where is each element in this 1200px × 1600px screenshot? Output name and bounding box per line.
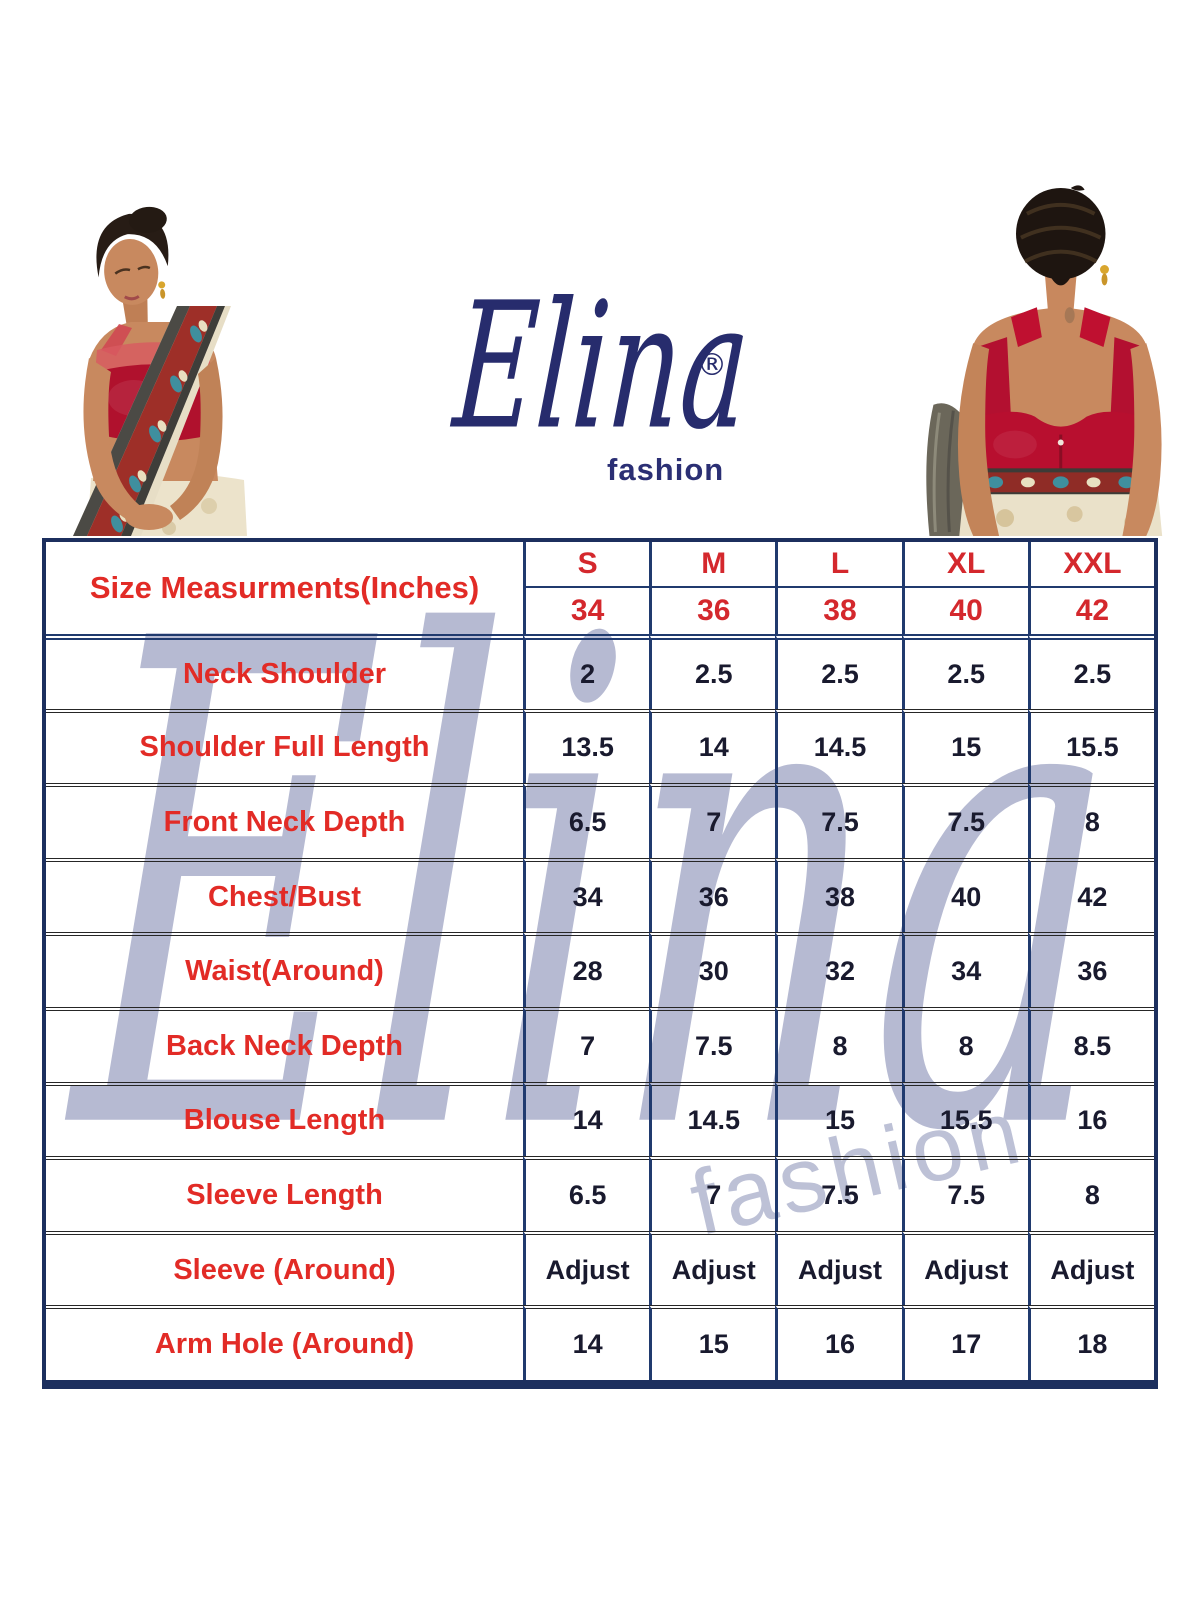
row-label: Blouse Length (46, 1081, 523, 1157)
size-value-cell: 7 (649, 783, 776, 858)
row-label: Sleeve (Around) (46, 1230, 523, 1306)
row-label: Neck Shoulder (46, 634, 523, 709)
size-value-cell: 2 (523, 634, 650, 709)
size-value-cell: 15 (901, 708, 1028, 784)
model-head-front (96, 206, 169, 327)
registered-trademark-icon: ® (697, 348, 727, 383)
model-arms-back (957, 343, 1162, 536)
size-value-cell: 2.5 (775, 634, 902, 709)
size-value-cell: 16 (775, 1305, 902, 1380)
size-value-cell: 16 (1027, 1081, 1154, 1157)
size-col-header: L (775, 542, 902, 588)
size-number-header: 38 (775, 588, 901, 634)
size-value-cell: 42 (1027, 857, 1154, 933)
size-col-header: XXL (1027, 542, 1154, 588)
size-value-cell: 40 (901, 857, 1028, 933)
size-value-cell: 36 (649, 857, 776, 933)
size-value-cell: 7.5 (901, 1156, 1028, 1231)
brand-logo-subtext: fashion (607, 452, 725, 487)
size-value-cell: 13.5 (523, 708, 650, 784)
size-value-cell: 6.5 (523, 783, 650, 858)
row-label: Back Neck Depth (46, 1006, 523, 1082)
size-value-cell: 8 (901, 1006, 1028, 1082)
row-label: Sleeve Length (46, 1156, 523, 1231)
size-col-header: M (649, 542, 776, 588)
size-value-cell: 7 (523, 1006, 650, 1082)
size-value-cell: 14 (523, 1305, 650, 1380)
size-col-header: XL (901, 542, 1028, 588)
model-hair-back (1015, 185, 1109, 286)
size-value-cell: 8.5 (1027, 1006, 1154, 1082)
size-number-header: 34 (523, 588, 649, 634)
size-value-cell: 30 (649, 932, 776, 1007)
size-value-cell: 14 (523, 1081, 650, 1157)
size-value-cell: 2.5 (1027, 634, 1154, 709)
row-label: Chest/Bust (46, 857, 523, 933)
size-value-cell: 2.5 (649, 634, 776, 709)
row-label: Arm Hole (Around) (46, 1305, 523, 1380)
size-value-cell: 8 (1027, 783, 1154, 858)
size-value-cell: 38 (775, 857, 902, 933)
size-value-cell: 15 (775, 1081, 902, 1157)
size-value-cell: 15.5 (1027, 708, 1154, 784)
size-value-cell: 6.5 (523, 1156, 650, 1231)
size-chart-table: Size Measurments(Inches) S M L XL XXL 34… (42, 538, 1158, 1389)
size-chart-title: Size Measurments(Inches) (89, 570, 480, 605)
size-value-cell: 18 (1027, 1305, 1154, 1380)
model-arms-front (83, 358, 223, 530)
size-value-cell: 8 (775, 1006, 902, 1082)
size-value-cell: 8 (1027, 1156, 1154, 1231)
saree-border-back (967, 468, 1155, 497)
size-col-header: S (523, 542, 650, 588)
size-number-header: 40 (901, 588, 1028, 634)
size-value-cell: 14.5 (649, 1081, 776, 1157)
size-value-cell: 15 (649, 1305, 776, 1380)
size-value-cell: 28 (523, 932, 650, 1007)
row-label: Waist(Around) (46, 932, 523, 1007)
size-value-cell: 17 (901, 1305, 1028, 1380)
size-number-header: 42 (1027, 588, 1154, 634)
size-value-cell: 7.5 (649, 1006, 776, 1082)
size-value-cell: 36 (1027, 932, 1154, 1007)
size-value-cell: 2.5 (901, 634, 1028, 709)
size-value-cell: 15.5 (901, 1081, 1028, 1157)
size-value-cell: 34 (901, 932, 1028, 1007)
size-value-cell: 7 (649, 1156, 776, 1231)
size-value-cell: 14.5 (775, 708, 902, 784)
size-value-cell: Adjust (901, 1230, 1028, 1306)
size-value-cell: 7.5 (901, 783, 1028, 858)
size-value-cell: Adjust (523, 1230, 650, 1306)
size-value-cell: Adjust (1027, 1230, 1154, 1306)
saree-pallu-back (926, 403, 968, 536)
size-number-header: 36 (649, 588, 775, 634)
model-back-photo (926, 185, 1163, 536)
size-value-cell: Adjust (775, 1230, 902, 1306)
row-label: Shoulder Full Length (46, 708, 523, 784)
row-label: Front Neck Depth (46, 783, 523, 858)
size-value-cell: 7.5 (775, 1156, 902, 1231)
size-value-cell: 32 (775, 932, 902, 1007)
size-value-cell: 7.5 (775, 783, 902, 858)
size-value-cell: Adjust (649, 1230, 776, 1306)
size-value-cell: 34 (523, 857, 650, 933)
size-value-cell: 14 (649, 708, 776, 784)
model-front-photo (73, 206, 247, 536)
